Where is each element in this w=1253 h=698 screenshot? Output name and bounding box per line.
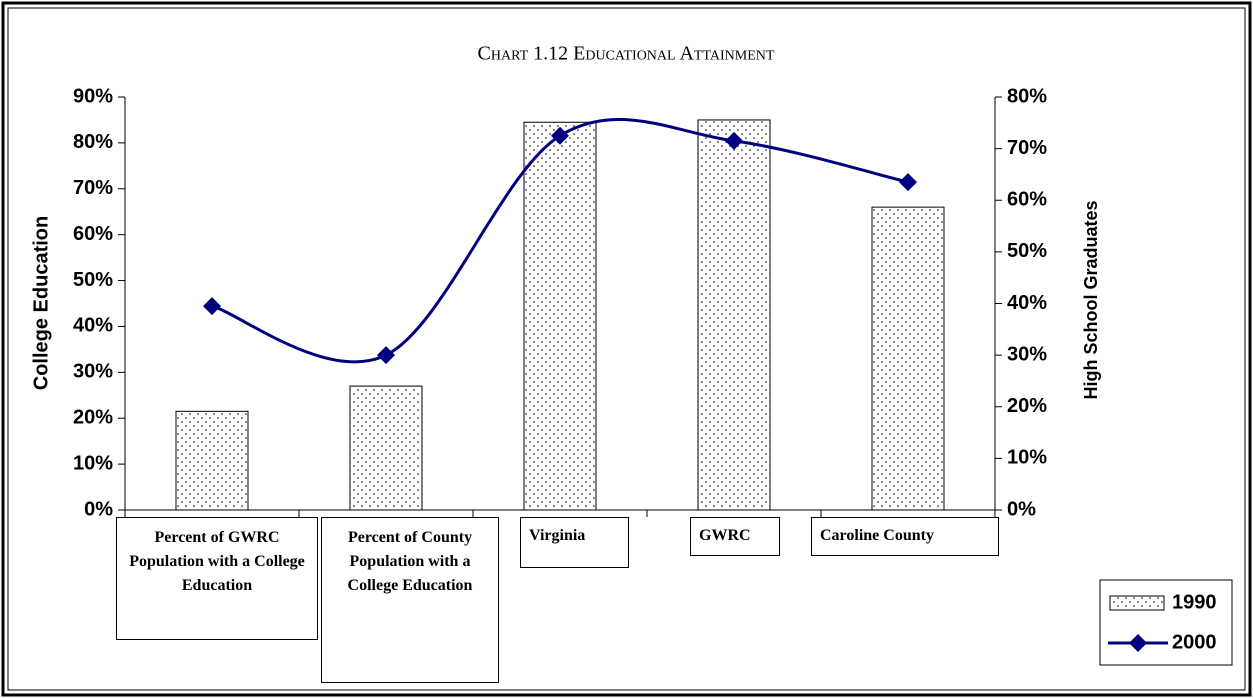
y2-tick-label: 40%: [1007, 292, 1047, 314]
y-tick-label: 90%: [73, 85, 113, 107]
y2-tick-label: 50%: [1007, 240, 1047, 262]
x-tick-label: GWRC: [690, 517, 780, 556]
bar: [349, 385, 423, 511]
bar: [871, 206, 945, 511]
y-tick-label: 40%: [73, 315, 113, 337]
legend-box: [1099, 579, 1233, 666]
marker: [899, 173, 917, 192]
marker: [377, 346, 395, 365]
x-tick-label: Percent of GWRC Population with a Colleg…: [116, 517, 318, 640]
x-tick-label: Caroline County: [811, 517, 999, 556]
y-tick-label: 60%: [73, 223, 113, 245]
legend: 1990 2000: [1099, 579, 1233, 666]
legend-swatch: [1109, 595, 1165, 611]
y2-tick-label: 20%: [1007, 395, 1047, 417]
y-tick-label: 10%: [73, 452, 113, 474]
y-tick-label: 0%: [84, 498, 113, 520]
y2-tick-label: 60%: [1007, 189, 1047, 211]
y-tick-label: 30%: [73, 361, 113, 383]
marker: [725, 131, 743, 150]
bar: [523, 121, 597, 511]
marker: [203, 297, 221, 316]
y-tick-label: 70%: [73, 177, 113, 199]
x-tick-label: Percent of County Population with a Coll…: [321, 517, 499, 683]
y-tick-label: 20%: [73, 407, 113, 429]
bar: [175, 410, 249, 511]
x-tick-label: Virginia: [520, 517, 629, 568]
y2-tick-label: 0%: [1007, 498, 1036, 520]
chart-title: Chart 1.12 Educational Attainment: [478, 43, 775, 65]
legend-marker: [1129, 634, 1147, 652]
y2-tick-label: 80%: [1007, 85, 1047, 107]
frame-inner: [7, 7, 1246, 691]
y2-tick-label: 70%: [1007, 137, 1047, 159]
y-tick-label: 50%: [73, 269, 113, 291]
y2-axis-label: High School Graduates: [1081, 200, 1101, 399]
line: [211, 118, 909, 364]
marker: [551, 126, 569, 145]
y2-tick-label: 30%: [1007, 343, 1047, 365]
y-axis-label: College Education: [30, 216, 52, 390]
bar: [697, 119, 771, 511]
y-tick-label: 80%: [73, 131, 113, 153]
legend-label: 2000: [1172, 631, 1217, 653]
legend-label: 1990: [1172, 591, 1217, 613]
y2-tick-label: 10%: [1007, 447, 1047, 469]
